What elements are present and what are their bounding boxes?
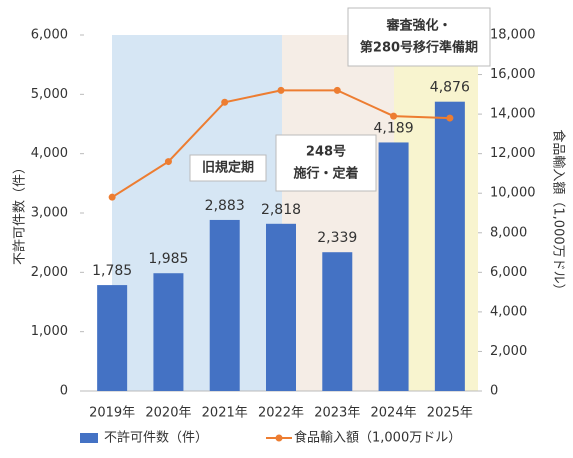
y2-tick-label: 12,000 — [490, 146, 536, 161]
annotation-text: 施行・定着 — [293, 166, 358, 182]
x-tick-label: 2022年 — [258, 406, 304, 421]
y2-tick-label: 6,000 — [490, 265, 527, 280]
data-label: 4,189 — [374, 120, 414, 136]
y2-tick-label: 18,000 — [490, 28, 536, 43]
data-label: 1,985 — [148, 251, 188, 267]
bar — [378, 142, 409, 391]
y2-tick-label: 8,000 — [490, 225, 527, 240]
annotation-text: 第280号移行準備期 — [360, 40, 478, 56]
data-label: 4,876 — [430, 80, 470, 96]
x-tick-label: 2025年 — [427, 406, 473, 421]
x-tick-label: 2020年 — [145, 406, 191, 421]
data-label: 2,883 — [205, 198, 245, 214]
y2-tick-label: 4,000 — [490, 304, 527, 319]
bar — [153, 273, 184, 391]
y-tick-label: 2,000 — [31, 265, 68, 280]
y-tick-label: 4,000 — [31, 146, 68, 161]
legend-swatch — [80, 433, 98, 443]
y-tick-label: 1,000 — [31, 324, 68, 339]
data-label: 1,785 — [92, 263, 132, 279]
y2-tick-label: 10,000 — [490, 186, 536, 201]
y-tick-label: 5,000 — [31, 87, 68, 102]
x-tick-label: 2023年 — [314, 406, 360, 421]
y-tick-label: 6,000 — [31, 28, 68, 43]
y2-tick-label: 0 — [490, 384, 498, 399]
annotation-box — [189, 154, 267, 182]
y-tick-label: 3,000 — [31, 206, 68, 221]
annotation-text: 248号 — [306, 145, 346, 160]
legend-label: 不許可件数（件） — [104, 431, 208, 446]
bar — [322, 252, 353, 391]
bar — [266, 223, 296, 391]
annotation-box — [347, 7, 491, 67]
period-band — [112, 35, 282, 391]
bar — [209, 219, 240, 391]
line-marker — [333, 86, 341, 94]
y2-tick-label: 14,000 — [490, 107, 536, 122]
x-tick-label: 2021年 — [202, 406, 248, 421]
legend-label: 食品輸入額（1,000万ドル） — [294, 430, 461, 446]
x-tick-label: 2019年 — [89, 406, 135, 421]
x-tick-label: 2024年 — [371, 406, 417, 421]
bar — [97, 285, 128, 391]
y-tick-label: 0 — [60, 384, 68, 399]
data-label: 2,818 — [261, 202, 301, 218]
data-label: 2,339 — [317, 230, 357, 246]
line-marker — [277, 86, 285, 94]
annotation-text: 審査強化・ — [385, 18, 451, 34]
y2-tick-label: 16,000 — [490, 67, 536, 82]
annotation-text: 旧規定期 — [202, 160, 254, 176]
y2-tick-label: 2,000 — [490, 344, 527, 359]
line-marker — [446, 114, 454, 122]
line-marker — [108, 193, 116, 201]
bar — [434, 101, 465, 391]
line-marker — [164, 158, 172, 166]
line-marker — [390, 112, 398, 120]
line-marker — [221, 98, 229, 106]
y2-axis-title: 食品輸入額（1,000万ドル） — [551, 129, 567, 296]
y-axis-title: 不許可件数（件） — [13, 161, 28, 265]
legend-swatch — [275, 434, 283, 442]
annotation-box — [275, 134, 377, 192]
